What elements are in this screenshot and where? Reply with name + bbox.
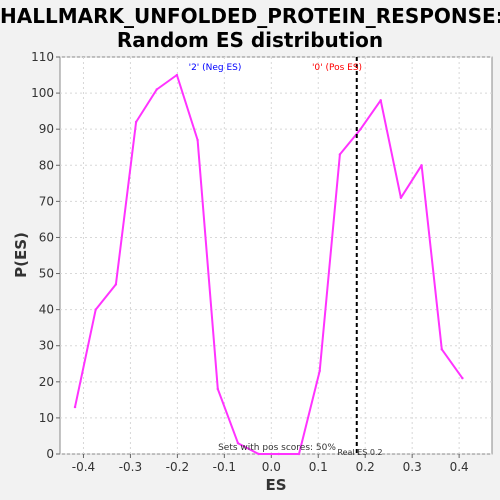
x-tick-label: -0.2 [166, 460, 189, 474]
pos-scores-label: Sets with pos scores: 50% [218, 443, 336, 453]
y-tick-label: 80 [39, 158, 54, 172]
data-point [236, 441, 240, 445]
chart-title: HALLMARK_UNFOLDED_PROTEIN_RESPONSE: [0, 4, 500, 28]
plot-area [59, 56, 493, 455]
y-tick-label: 100 [31, 86, 54, 100]
x-tick-label: -0.4 [72, 460, 95, 474]
data-point [73, 405, 77, 409]
es-distribution-line [74, 74, 464, 455]
y-tick-label: 30 [39, 339, 54, 353]
real-es-label: Real ES 0.2 [337, 448, 382, 457]
data-point [359, 127, 362, 131]
y-tick-label: 60 [39, 230, 54, 244]
data-point [175, 73, 179, 77]
pos-es-label: '0' (Pos ES) [312, 63, 362, 73]
data-point [440, 348, 443, 351]
x-tick-label: -0.1 [213, 460, 236, 474]
neg-es-label: '2' (Neg ES) [189, 63, 242, 73]
y-tick-label: 40 [39, 303, 54, 317]
y-tick-label: 10 [39, 411, 54, 425]
grid-lines [60, 56, 492, 455]
x-tick-label: 0.3 [403, 460, 422, 474]
data-point [420, 164, 423, 167]
axes: 0 10 20 30 40 50 60 70 80 90 100 110 -0.4 -0.3 -0.2 -0.… [31, 50, 469, 474]
data-point [297, 452, 301, 456]
data-point [338, 153, 342, 156]
y-tick-label: 70 [39, 194, 54, 208]
data-point [379, 99, 382, 102]
y-tick-label: 0 [46, 447, 54, 461]
y-tick-label: 90 [39, 122, 54, 136]
data-point [399, 196, 403, 199]
y-tick-label: 20 [39, 375, 54, 389]
data-point [114, 283, 118, 286]
chart-subtitle: Random ES distribution [116, 28, 384, 52]
data-point [461, 377, 464, 380]
x-axis-label: ES [265, 476, 286, 494]
data-point [196, 138, 199, 142]
data-point [155, 88, 158, 91]
data-point [94, 308, 97, 311]
annotations: '2' (Neg ES) '0' (Pos ES) Sets with pos sc… [189, 57, 383, 457]
y-tick-label: 110 [31, 50, 54, 64]
x-tick-label: 0.1 [309, 460, 328, 474]
data-point [318, 369, 321, 373]
x-tick-label: 0.4 [450, 460, 469, 474]
x-tick-label: -0.3 [119, 460, 142, 474]
data-point [134, 120, 138, 124]
data-point [277, 452, 281, 456]
data-point [216, 387, 219, 391]
y-axis-label: P(ES) [12, 232, 30, 278]
y-tick-label: 50 [39, 267, 54, 281]
series-layer [73, 73, 464, 456]
x-tick-label: 0.0 [262, 460, 281, 474]
data-point [257, 452, 260, 456]
x-tick-label: 0.2 [356, 460, 375, 474]
